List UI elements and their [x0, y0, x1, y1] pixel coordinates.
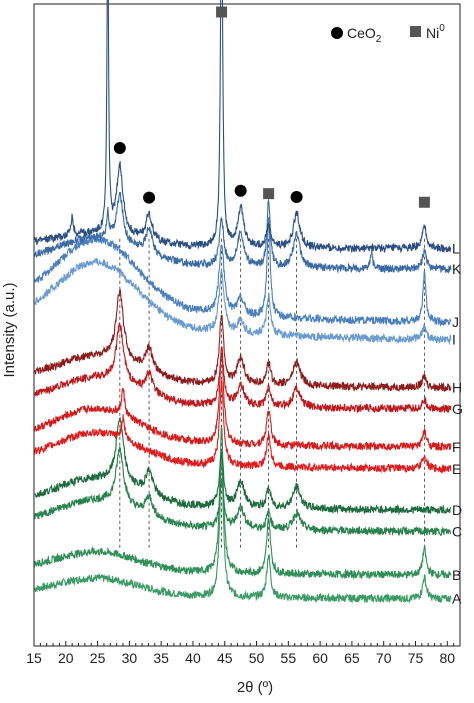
series-label-B: B: [452, 567, 461, 583]
x-tick-label: 25: [90, 650, 106, 666]
series-line-I: [34, 257, 452, 346]
legend-ni-superscript: 0: [439, 23, 445, 34]
x-tick-label: 15: [26, 650, 42, 666]
series-label-A: A: [452, 591, 462, 607]
x-tick-label: 65: [344, 650, 360, 666]
series-label-L: L: [452, 240, 460, 256]
x-tick-label: 45: [217, 650, 233, 666]
series-label-H: H: [452, 379, 462, 395]
ni-reflection-marker: [263, 188, 275, 200]
plot-area: [33, 3, 461, 647]
x-tick-label: 55: [281, 650, 297, 666]
series-line-J: [34, 216, 452, 327]
series-label-D: D: [452, 502, 462, 518]
series-line-K: [34, 191, 452, 275]
legend-ceo2-marker: [331, 27, 343, 39]
series-line-A: [34, 458, 452, 604]
series-line-E: [34, 380, 452, 474]
x-tick-label: 35: [153, 650, 169, 666]
series-line-F: [34, 352, 452, 452]
plot-frame: [33, 3, 461, 647]
x-tick-label: 40: [185, 650, 201, 666]
x-tick-label: 50: [249, 650, 265, 666]
ni-reflection-marker: [418, 196, 430, 208]
series-label-E: E: [452, 461, 461, 477]
x-axis: 15 20 25 30 35 40 45 50 55 60 65 70 75 80: [26, 641, 455, 666]
ceo2-reflection-marker: [290, 191, 303, 204]
x-tick-label: 30: [122, 650, 138, 666]
legend-ceo2-label: CeO2: [347, 25, 382, 45]
series-layer: [34, 0, 452, 604]
ceo2-reflection-marker: [234, 184, 247, 197]
series-line-D: [34, 416, 451, 516]
series-line-L: [34, 0, 452, 254]
series-label-J: J: [452, 314, 459, 330]
x-tick-label: 80: [439, 650, 455, 666]
legend-ceo2-subscript: 2: [376, 34, 382, 45]
x-tick-label: 70: [376, 650, 392, 666]
ceo2-reflection-marker: [113, 141, 126, 154]
series-line-B: [34, 427, 452, 580]
series-label-G: G: [452, 401, 463, 417]
series-line-G: [34, 322, 452, 414]
legend-ni-marker: [410, 26, 421, 37]
legend: CeO2 Ni0: [331, 23, 445, 45]
x-tick-label: 60: [312, 650, 328, 666]
x-tick-label: 20: [58, 650, 74, 666]
series-labels: AB CD EF GH IJ KL: [452, 240, 463, 606]
series-line-H: [34, 288, 452, 392]
series-label-I: I: [452, 332, 456, 348]
reference-lines: [119, 238, 425, 549]
ni-reflection-marker: [216, 6, 228, 18]
reflection-markers: [113, 6, 430, 208]
x-axis-title: 2θ (º): [237, 679, 273, 696]
series-label-K: K: [452, 261, 462, 277]
y-axis-title: Intensity (a.u.): [1, 282, 18, 377]
legend-ni-label: Ni0: [426, 23, 445, 41]
x-tick-label: 75: [408, 650, 424, 666]
series-label-C: C: [452, 524, 462, 540]
ceo2-reflection-marker: [143, 191, 156, 204]
series-line-C: [34, 446, 452, 537]
series-label-F: F: [452, 439, 461, 455]
